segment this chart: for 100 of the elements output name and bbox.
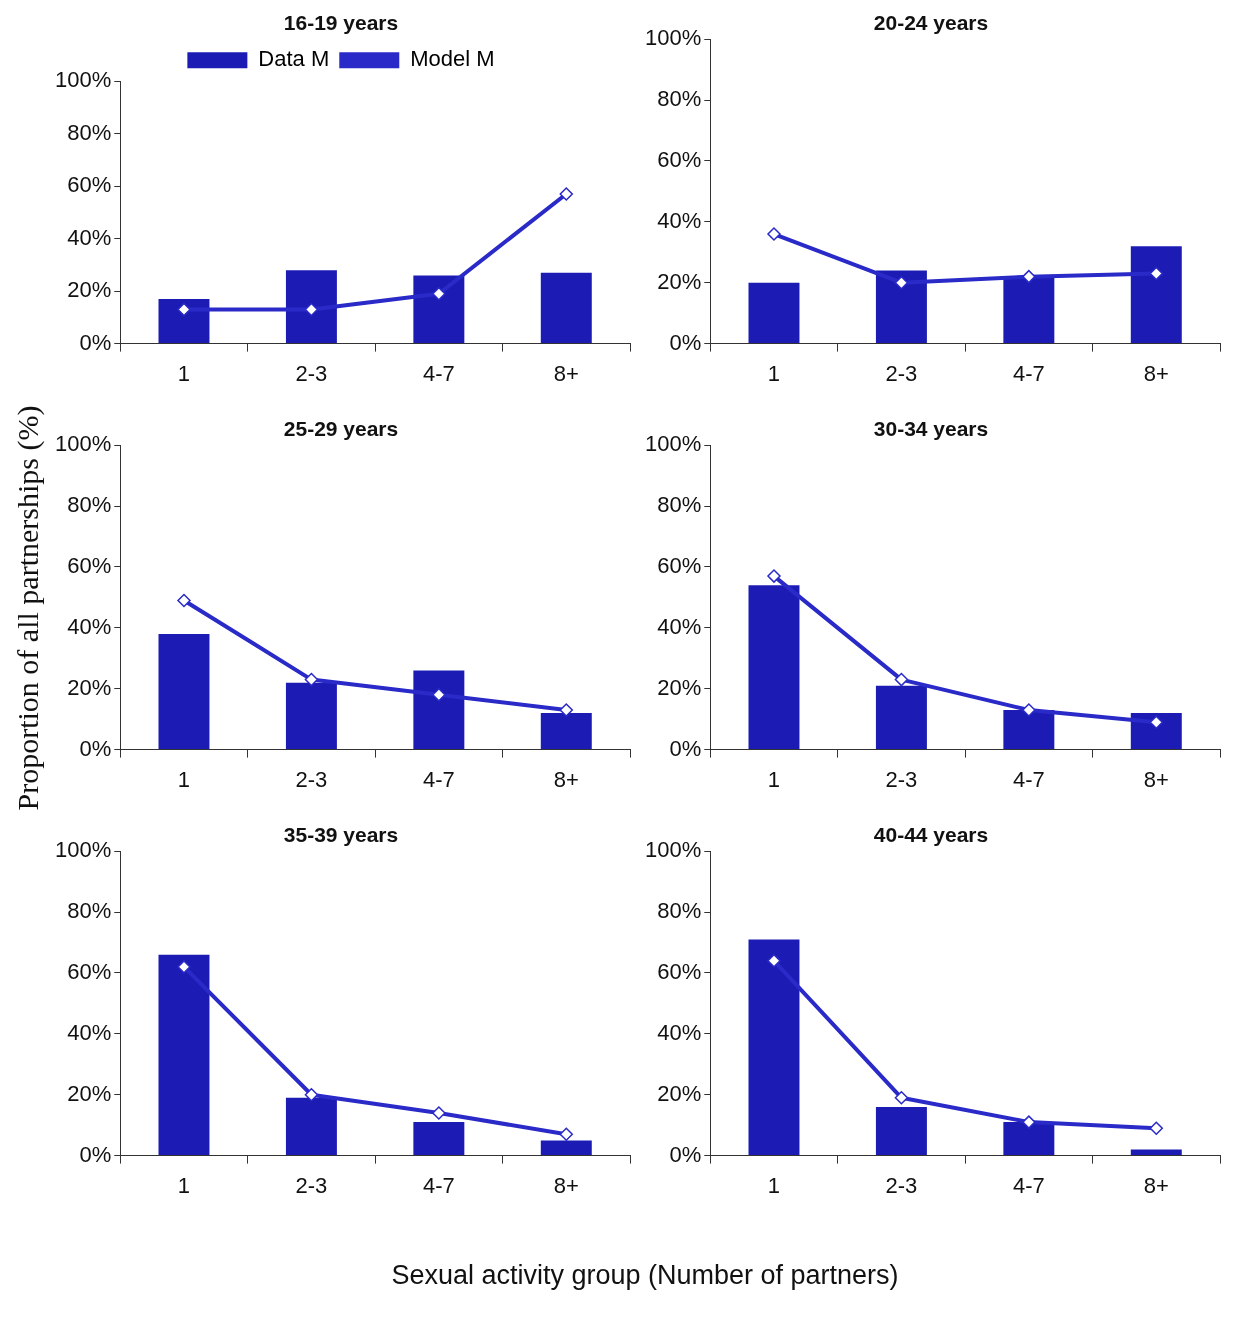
y-tick-label: 60% bbox=[67, 172, 112, 198]
y-tick-label: 100% bbox=[644, 837, 702, 863]
x-tick-label: 8+ bbox=[1143, 360, 1169, 386]
y-tick-label: 40% bbox=[657, 1019, 702, 1045]
x-tick-label: 1 bbox=[177, 766, 191, 792]
y-tick-label: 0% bbox=[79, 1141, 112, 1167]
bar bbox=[748, 585, 800, 750]
y-tick-label: 100% bbox=[644, 431, 702, 457]
chart-title: 30-34 years bbox=[873, 417, 989, 441]
y-tick-label: 40% bbox=[67, 224, 112, 250]
x-tick-label: 8+ bbox=[553, 766, 579, 792]
y-tick-label: 40% bbox=[657, 613, 702, 639]
y-tick-label: 20% bbox=[657, 674, 702, 700]
chart-title: 40-44 years bbox=[873, 823, 989, 847]
bar bbox=[540, 713, 592, 750]
legend-label: Data M bbox=[258, 46, 330, 72]
y-tick-label: 20% bbox=[657, 268, 702, 294]
point bbox=[177, 960, 191, 974]
y-tick-label: 80% bbox=[67, 898, 112, 924]
bar bbox=[1130, 713, 1182, 750]
bar bbox=[875, 685, 927, 750]
bar bbox=[285, 1097, 337, 1156]
point bbox=[894, 275, 909, 290]
x-tick-label: 4-7 bbox=[1012, 766, 1045, 792]
point bbox=[432, 286, 446, 301]
x-tick-label: 4-7 bbox=[422, 766, 455, 792]
x-tick-label: 1 bbox=[177, 1172, 191, 1198]
y-tick-label: 80% bbox=[657, 898, 702, 924]
x-tick-label: 2-3 bbox=[295, 1172, 328, 1198]
point bbox=[559, 703, 574, 717]
bar bbox=[748, 282, 800, 344]
y-tick-label: 20% bbox=[67, 1080, 112, 1106]
x-tick-label: 1 bbox=[767, 1172, 781, 1198]
bar bbox=[540, 1140, 592, 1156]
y-tick-label: 40% bbox=[657, 207, 702, 233]
y-tick-label: 0% bbox=[669, 1141, 702, 1167]
point bbox=[432, 1106, 446, 1120]
bar bbox=[413, 1122, 465, 1156]
bar bbox=[1003, 1122, 1055, 1156]
x-axis-title: Sexual activity group (Number of partners) bbox=[390, 1260, 900, 1291]
point bbox=[894, 1091, 909, 1105]
bar bbox=[1003, 276, 1055, 344]
x-tick-label: 4-7 bbox=[1012, 1172, 1045, 1198]
chart-title: 25-29 years bbox=[283, 417, 399, 441]
point bbox=[767, 227, 781, 241]
chart-title: 35-39 years bbox=[283, 823, 399, 847]
point bbox=[559, 1127, 574, 1142]
bar bbox=[285, 682, 337, 750]
point bbox=[1149, 715, 1164, 729]
y-tick-label: 100% bbox=[54, 67, 112, 93]
x-tick-label: 4-7 bbox=[422, 1172, 455, 1198]
y-tick-label: 40% bbox=[67, 613, 112, 639]
point bbox=[894, 672, 909, 687]
y-tick-label: 0% bbox=[79, 329, 112, 355]
y-tick-label: 80% bbox=[67, 492, 112, 518]
point bbox=[304, 1087, 319, 1102]
y-tick-label: 20% bbox=[657, 1080, 702, 1106]
y-axis-title: Proportion of all partnerships (%) bbox=[11, 405, 45, 811]
chart-title: 20-24 years bbox=[873, 11, 989, 35]
point bbox=[1022, 1115, 1036, 1129]
legend-label: Model M bbox=[410, 46, 495, 72]
y-tick-label: 0% bbox=[669, 735, 702, 761]
point bbox=[767, 954, 781, 968]
bar bbox=[413, 670, 465, 750]
x-tick-label: 1 bbox=[767, 766, 781, 792]
y-tick-label: 0% bbox=[669, 329, 702, 355]
y-tick-label: 60% bbox=[67, 959, 112, 985]
x-tick-label: 8+ bbox=[1143, 1172, 1169, 1198]
bar bbox=[875, 270, 927, 344]
x-tick-label: 2-3 bbox=[295, 360, 328, 386]
y-tick-label: 0% bbox=[79, 735, 112, 761]
y-tick-label: 60% bbox=[657, 553, 702, 579]
y-tick-label: 40% bbox=[67, 1019, 112, 1045]
bar bbox=[1130, 246, 1182, 344]
x-tick-label: 2-3 bbox=[295, 766, 328, 792]
bar bbox=[748, 939, 800, 1156]
x-tick-label: 1 bbox=[767, 360, 781, 386]
x-tick-label: 2-3 bbox=[885, 1172, 918, 1198]
x-tick-label: 4-7 bbox=[1012, 360, 1045, 386]
y-tick-label: 100% bbox=[644, 25, 702, 51]
y-tick-label: 80% bbox=[657, 86, 702, 112]
y-tick-label: 60% bbox=[657, 147, 702, 173]
x-tick-label: 1 bbox=[177, 360, 191, 386]
x-tick-label: 2-3 bbox=[885, 360, 918, 386]
y-tick-label: 20% bbox=[67, 674, 112, 700]
bar bbox=[158, 954, 210, 1156]
x-tick-label: 8+ bbox=[1143, 766, 1169, 792]
point bbox=[1022, 703, 1036, 717]
y-tick-label: 100% bbox=[54, 431, 112, 457]
y-tick-label: 80% bbox=[67, 119, 112, 145]
bar bbox=[158, 633, 210, 750]
y-tick-label: 60% bbox=[67, 553, 112, 579]
chart-title: 16-19 years bbox=[283, 11, 399, 35]
x-tick-label: 8+ bbox=[553, 1172, 579, 1198]
point bbox=[1149, 1121, 1164, 1135]
point bbox=[1022, 269, 1036, 284]
x-tick-label: 2-3 bbox=[885, 766, 918, 792]
point bbox=[304, 302, 319, 317]
y-tick-label: 100% bbox=[54, 837, 112, 863]
bar bbox=[1003, 710, 1055, 750]
